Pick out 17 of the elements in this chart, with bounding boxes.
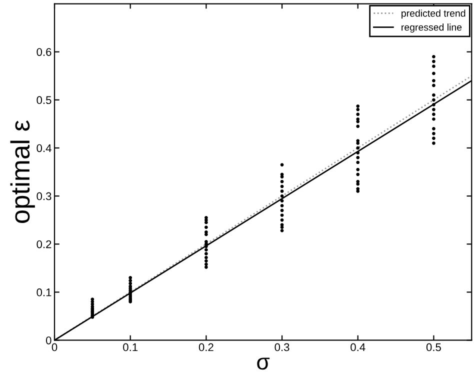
- y-tick-label: 0.3: [36, 192, 52, 200]
- y-tick-label: 0.6: [36, 48, 52, 56]
- x-tick-label: 0: [52, 343, 58, 352]
- y-axis-title: optimal ε: [10, 120, 35, 223]
- y-tick-label: 0: [46, 336, 52, 344]
- y-tick-label: 0.2: [36, 240, 52, 248]
- y-tick-label: 0.4: [36, 144, 52, 152]
- y-tick-label: 0.5: [36, 96, 52, 104]
- x-axis-title: σ: [257, 358, 270, 370]
- x-tick-label: 0.2: [198, 343, 214, 352]
- y-tick-label: 0.1: [36, 288, 52, 296]
- legend-label: regressed line: [402, 24, 462, 33]
- x-tick-label: 0.3: [274, 343, 290, 352]
- x-tick-label: 0.4: [350, 343, 366, 352]
- legend-label: predicted trend: [402, 10, 466, 19]
- x-tick-label: 0.1: [123, 343, 138, 352]
- x-tick-label: 0.5: [426, 343, 441, 352]
